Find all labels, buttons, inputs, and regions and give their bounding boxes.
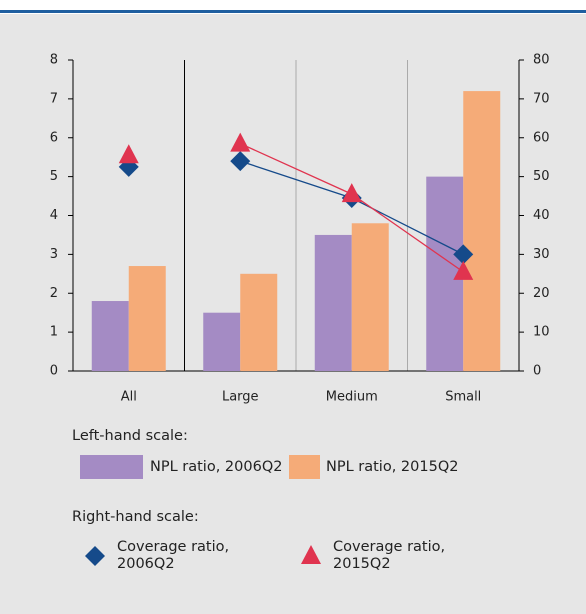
y-tick-label: 3 xyxy=(50,247,58,262)
legend-label: NPL ratio, 2006Q2 xyxy=(150,459,283,475)
y2-tick-label: 30 xyxy=(533,247,550,262)
marker xyxy=(453,260,474,280)
bar xyxy=(314,234,352,371)
x-tick-label: Large xyxy=(222,390,259,405)
bar xyxy=(463,91,501,371)
top-rule xyxy=(0,10,586,13)
bar xyxy=(91,301,129,371)
y2-tick-label: 50 xyxy=(533,169,550,184)
marker xyxy=(453,244,474,265)
bar xyxy=(240,273,278,371)
marker xyxy=(118,144,139,164)
bar xyxy=(203,312,241,371)
bar xyxy=(351,223,389,371)
legend-swatch xyxy=(80,455,143,479)
legend-label: Coverage ratio, 2006Q2 xyxy=(117,539,230,572)
y2-tick-label: 20 xyxy=(533,286,550,301)
y2-tick-label: 80 xyxy=(533,53,550,68)
legend-title: Right-hand scale: xyxy=(72,509,199,525)
y2-tick-label: 70 xyxy=(533,91,550,106)
legend-marker xyxy=(85,546,105,566)
y-tick-label: 7 xyxy=(50,91,58,106)
marker xyxy=(230,132,251,152)
y2-tick-label: 0 xyxy=(533,364,541,379)
legend-swatch xyxy=(289,455,320,479)
marker xyxy=(341,183,362,203)
x-tick-label: Small xyxy=(445,390,481,405)
legend-label: NPL ratio, 2015Q2 xyxy=(326,459,459,475)
y-tick-label: 8 xyxy=(50,53,58,68)
y2-tick-label: 10 xyxy=(533,325,550,340)
legend-label: Coverage ratio, 2015Q2 xyxy=(333,539,446,572)
y-tick-label: 4 xyxy=(50,208,58,223)
x-tick-label: All xyxy=(121,390,137,405)
y2-tick-label: 60 xyxy=(533,130,550,145)
y-tick-label: 2 xyxy=(50,286,58,301)
y-tick-label: 5 xyxy=(50,169,58,184)
legend-title: Left-hand scale: xyxy=(72,428,188,444)
y-tick-label: 0 xyxy=(50,364,58,379)
y2-tick-label: 40 xyxy=(533,208,550,223)
legend-marker xyxy=(301,545,321,564)
x-tick-label: Medium xyxy=(326,390,378,405)
marker xyxy=(230,151,251,172)
y-tick-label: 6 xyxy=(50,130,58,145)
bar xyxy=(128,266,166,371)
y-tick-label: 1 xyxy=(50,325,58,340)
